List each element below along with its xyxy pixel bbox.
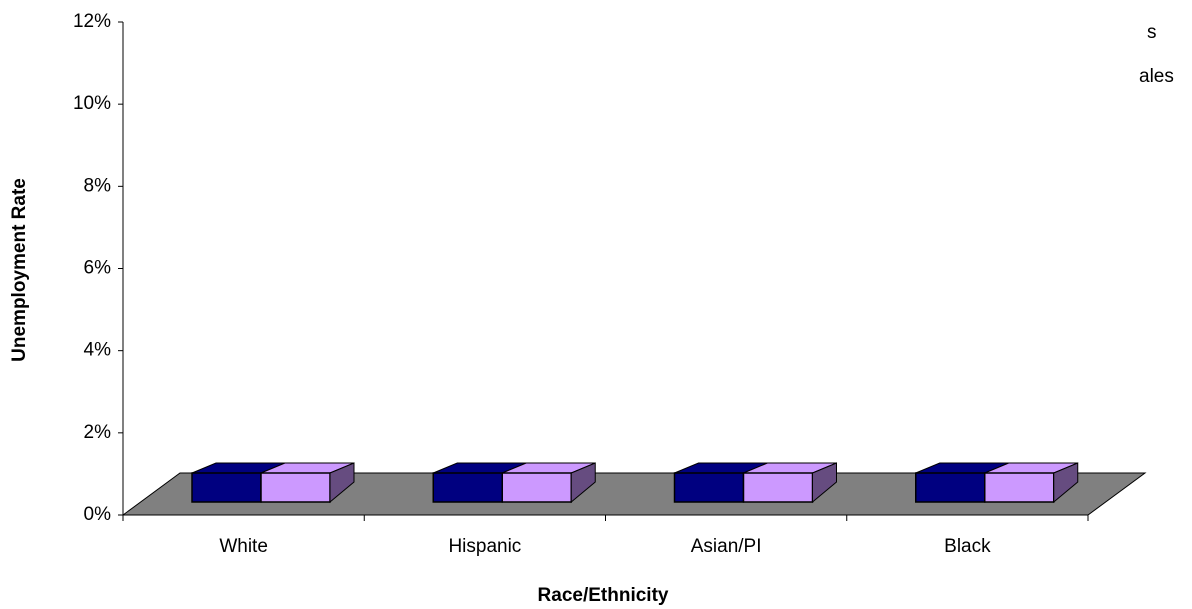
bar	[984, 472, 1055, 503]
bar-side	[1053, 462, 1079, 504]
x-tick-label: Hispanic	[448, 536, 521, 557]
x-axis-label: Race/Ethnicity	[538, 585, 669, 606]
y-tick-label: 8%	[84, 175, 112, 196]
y-axis-label: Unemployment Rate	[9, 178, 30, 362]
legend-label: s	[1147, 22, 1157, 43]
bar	[191, 472, 262, 503]
bar-side	[570, 462, 596, 504]
y-tick-label: 2%	[84, 422, 112, 443]
y-tick-label: 6%	[84, 258, 112, 279]
bar	[260, 472, 331, 503]
bar	[432, 472, 503, 503]
y-tick-label: 0%	[84, 504, 112, 525]
bar	[915, 472, 986, 503]
y-tick-label: 12%	[73, 11, 111, 32]
bar-side	[812, 462, 837, 504]
x-tick-label: White	[219, 536, 268, 557]
x-tick-label: Black	[944, 536, 991, 557]
bar	[742, 472, 814, 503]
x-tick-label: Asian/PI	[691, 536, 762, 557]
bar	[501, 472, 572, 503]
bar	[673, 472, 745, 503]
legend-label: ales	[1139, 66, 1174, 87]
y-tick-label: 4%	[84, 340, 112, 361]
y-tick-label: 10%	[73, 93, 111, 114]
bar-side	[329, 462, 355, 504]
